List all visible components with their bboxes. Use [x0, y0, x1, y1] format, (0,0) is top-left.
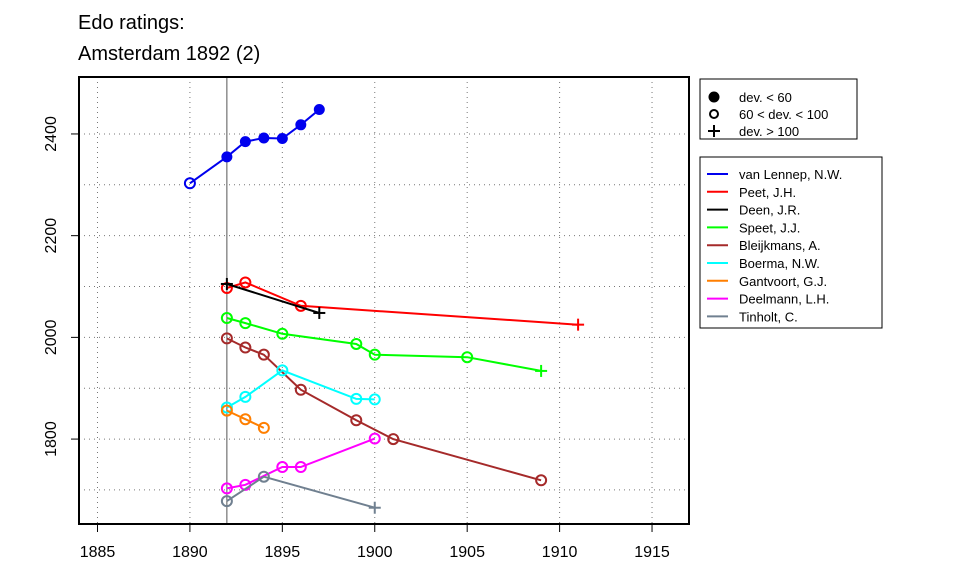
data-point [368, 393, 381, 406]
series-legend-label: van Lennep, N.W. [739, 167, 842, 182]
legend-filled-circle-symbol [708, 91, 720, 103]
series-deen-j-r [220, 277, 326, 319]
series-legend: van Lennep, N.W. Peet, J.H. Deen, J.R. Spee… [699, 156, 883, 329]
y-tick-label: 2200 [43, 218, 60, 254]
data-point [535, 364, 548, 377]
x-tick-label: 1905 [449, 544, 485, 561]
data-point [276, 133, 288, 145]
x-tick-label: 1900 [357, 544, 393, 561]
legend-open-circle-symbol [709, 109, 719, 119]
series-bleijkmans-a [220, 332, 548, 487]
series-legend-label: Deelmann, L.H. [739, 292, 829, 307]
series-tinholt-c [220, 470, 381, 514]
data-point [220, 277, 233, 290]
data-point [221, 151, 233, 163]
marker-legend-label: dev. > 100 [739, 124, 799, 139]
series-line [226, 283, 320, 314]
data-point [220, 404, 233, 417]
grid-lines [79, 77, 689, 524]
data-point [257, 348, 270, 361]
data-point [239, 317, 252, 330]
data-point [239, 341, 252, 354]
data-point [535, 474, 548, 487]
plot-frame [78, 76, 690, 525]
data-point [220, 495, 233, 508]
y-tick-label: 1800 [43, 421, 60, 457]
data-point [368, 501, 381, 514]
x-tick-label: 1895 [265, 544, 301, 561]
axes: 1885 1890 1895 1900 1905 1910 1915 1800 2000 2200… [43, 116, 670, 561]
series-legend-label: Tinholt, C. [739, 309, 798, 324]
data-point [220, 332, 233, 345]
data-point [350, 392, 363, 405]
series-legend-label: Gantvoort, G.J. [739, 274, 827, 289]
series-line [226, 317, 542, 372]
data-point [276, 327, 289, 340]
series-line [226, 369, 375, 409]
data-point [368, 432, 381, 445]
data-point [387, 433, 400, 446]
y-tick-label: 2400 [43, 116, 60, 152]
marker-legend-box [699, 78, 858, 140]
series-lines [183, 104, 585, 514]
data-point [220, 312, 233, 325]
data-point [294, 383, 307, 396]
data-point [295, 119, 307, 131]
chart-title-line2: Amsterdam 1892 (2) [78, 43, 260, 65]
series-line [226, 475, 376, 509]
series-line [226, 281, 579, 326]
data-point [239, 390, 252, 403]
series-peet-j-h [220, 276, 585, 331]
series-line [226, 409, 265, 429]
y-tick-label: 2000 [43, 319, 60, 355]
series-line [226, 437, 376, 490]
data-point [350, 414, 363, 427]
data-point [276, 364, 289, 377]
marker-legend-label: dev. < 60 [739, 90, 792, 105]
data-point [239, 136, 251, 148]
series-deelmann-l-h [220, 432, 381, 495]
data-point [257, 421, 270, 434]
series-legend-label: Speet, J.J. [739, 220, 800, 235]
series-legend-box [699, 156, 883, 329]
x-tick-label: 1885 [80, 544, 116, 561]
series-legend-label: Deen, J.R. [739, 203, 800, 218]
series-line [226, 337, 542, 482]
data-point [276, 461, 289, 474]
data-point [313, 104, 325, 116]
legend-plus-symbol [708, 125, 720, 137]
data-point [313, 306, 326, 319]
data-point [461, 351, 474, 364]
x-tick-label: 1910 [542, 544, 578, 561]
data-point [350, 337, 363, 350]
series-legend-label: Bleijkmans, A. [739, 238, 821, 253]
data-point [294, 461, 307, 474]
data-point [258, 132, 270, 144]
data-point [239, 276, 252, 289]
series-van-lennep-n-w [183, 104, 325, 190]
data-point [239, 413, 252, 426]
chart-title-line1: Edo ratings: [78, 12, 185, 34]
marker-legend: dev. < 60 60 < dev. < 100 dev. > 100 [699, 78, 858, 140]
data-point [572, 318, 585, 331]
series-legend-label: Boerma, N.W. [739, 256, 820, 271]
data-point [368, 348, 381, 361]
marker-legend-label: 60 < dev. < 100 [739, 107, 828, 122]
data-point [257, 470, 270, 483]
data-point [183, 177, 196, 190]
data-point [220, 482, 233, 495]
series-speet-j-j [220, 312, 548, 377]
x-tick-label: 1915 [634, 544, 670, 561]
series-gantvoort-g-j [220, 404, 270, 434]
x-tick-label: 1890 [172, 544, 208, 561]
series-legend-label: Peet, J.H. [739, 185, 796, 200]
